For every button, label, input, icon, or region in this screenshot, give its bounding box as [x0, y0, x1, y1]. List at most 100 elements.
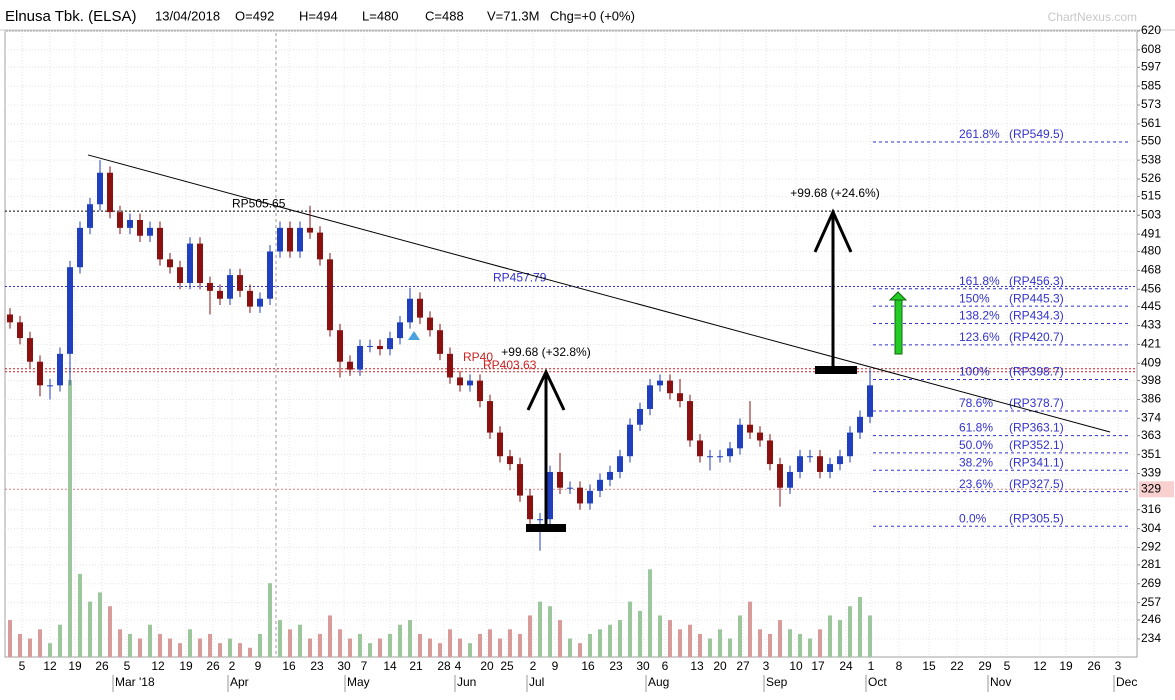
candle-body — [447, 353, 453, 378]
candle-body — [677, 393, 683, 402]
price-marker-box — [1139, 481, 1174, 498]
candle-body — [537, 519, 543, 521]
candle-body — [547, 471, 553, 520]
x-tick-label: 30 — [337, 659, 351, 673]
volume-bar — [338, 629, 342, 657]
annotations: +99.68 (+32.8%) +99.68 (+24.6%) — [408, 186, 908, 532]
y-tick-label: 491 — [1141, 226, 1161, 240]
y-tick-label: 608 — [1141, 42, 1161, 56]
volume-bar — [348, 638, 352, 657]
under-layer — [5, 30, 1137, 657]
candle-body — [247, 290, 253, 307]
volume-bar — [578, 643, 582, 657]
volume-bar — [598, 629, 602, 657]
candle-body — [637, 408, 643, 425]
volume-bar — [158, 633, 162, 657]
candle-body — [687, 401, 693, 441]
candle-body — [487, 401, 493, 433]
arrow-head — [813, 208, 853, 253]
y-tick-label: 363 — [1141, 428, 1161, 442]
x-tick-label: 20 — [480, 659, 494, 673]
x-tick-label: 24 — [839, 659, 853, 673]
fib-label: (RP549.5) — [1009, 127, 1064, 141]
volume-bar — [558, 620, 562, 657]
x-tick-label: 5 — [124, 659, 131, 673]
candle-body — [87, 204, 93, 228]
y-tick-label: 456 — [1141, 281, 1161, 295]
volume-bar — [138, 638, 142, 657]
x-tick-label: 19 — [68, 659, 82, 673]
x-tick-label: 3 — [763, 659, 770, 673]
candle-body — [7, 314, 13, 323]
y-tick-label: 409 — [1141, 355, 1161, 369]
candle-body — [107, 172, 113, 213]
low: L=480 — [362, 8, 399, 23]
month-label: Dec — [1116, 675, 1137, 689]
candle-body — [727, 448, 733, 457]
y-tick-label: 398 — [1141, 373, 1161, 387]
fib-label: (RP420.7) — [1009, 330, 1064, 344]
candle-body — [127, 219, 133, 228]
volume-bar — [368, 643, 372, 657]
candle-body — [587, 490, 593, 504]
fib-ratio: 50.0% — [959, 438, 993, 452]
base-bar — [815, 366, 857, 374]
volume-bar — [608, 624, 612, 657]
volume-bar — [588, 633, 592, 657]
x-tick-label: 4 — [455, 659, 462, 673]
fib-label: (RP445.3) — [1009, 291, 1064, 305]
x-tick-label: 26 — [1087, 659, 1101, 673]
volume-bar — [328, 615, 332, 657]
volume-bar — [548, 606, 552, 657]
candle-body — [97, 172, 103, 205]
volume-bar — [728, 638, 732, 657]
fib-label: (RP398.7) — [1009, 365, 1064, 379]
month-label: Aug — [648, 675, 669, 689]
candle-body — [367, 345, 373, 347]
volume-bar — [688, 624, 692, 657]
level-label: RP40 — [463, 350, 493, 364]
fib-ratio: 78.6% — [959, 396, 993, 410]
fib-label: (RP341.1) — [1009, 455, 1064, 469]
volume-bar — [778, 620, 782, 657]
y-tick-label: 503 — [1141, 207, 1161, 221]
candle-body — [47, 385, 53, 387]
volume-bar — [568, 638, 572, 657]
x-tick-label: 16 — [282, 659, 296, 673]
fib-label: (RP352.1) — [1009, 438, 1064, 452]
y-tick-label: 468 — [1141, 263, 1161, 277]
volume-bar — [78, 573, 82, 657]
x-tick-label: 26 — [95, 659, 109, 673]
high: H=494 — [299, 8, 338, 23]
month-label: Sep — [766, 675, 788, 689]
x-tick-label: 19 — [1059, 659, 1073, 673]
candle-body — [17, 322, 23, 339]
x-tick-label: 5 — [1004, 659, 1011, 673]
x-tick-label: 12 — [43, 659, 57, 673]
volume-bar — [208, 633, 212, 657]
volume-bar — [38, 629, 42, 657]
x-tick-label: 9 — [552, 659, 559, 673]
x-tick-label: 9 — [255, 659, 262, 673]
fib-label: (RP434.3) — [1009, 309, 1064, 323]
candle-body — [297, 227, 303, 252]
x-tick-label: 5 — [19, 659, 26, 673]
x-tick-label: 6 — [662, 659, 669, 673]
volume-bar — [498, 638, 502, 657]
date: 13/04/2018 — [155, 8, 220, 23]
x-tick-label: 1 — [868, 659, 875, 673]
volume-bar — [178, 643, 182, 657]
volume-bar — [278, 620, 282, 657]
volume-bar — [378, 638, 382, 657]
y-tick-label: 421 — [1141, 337, 1161, 351]
candle-body — [797, 456, 803, 472]
month-label: Nov — [990, 675, 1011, 689]
volume-bar — [438, 643, 442, 657]
candle-body — [767, 440, 773, 465]
y-tick-label: 374 — [1141, 411, 1161, 425]
volume-bar — [748, 601, 752, 657]
y-tick-label: 292 — [1141, 540, 1161, 554]
candle-body — [167, 259, 173, 268]
